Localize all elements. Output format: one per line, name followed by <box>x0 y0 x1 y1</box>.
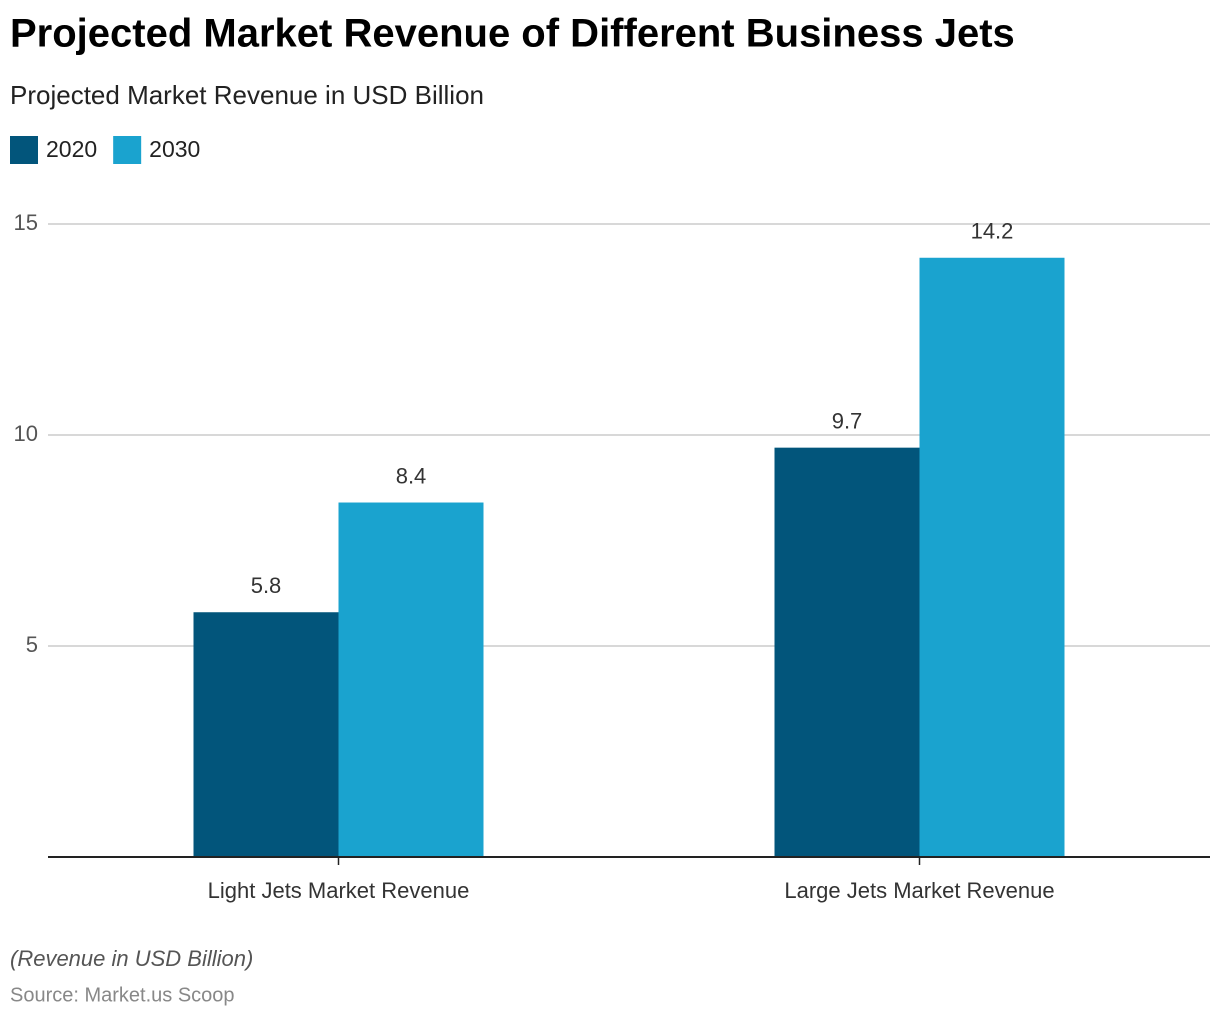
chart-subtitle: Projected Market Revenue in USD Billion <box>10 80 484 110</box>
note: (Revenue in USD Billion) <box>10 946 253 971</box>
y-tick-label: 15 <box>14 210 38 235</box>
source: Source: Market.us Scoop <box>10 984 235 1006</box>
bar <box>193 612 339 857</box>
bar <box>919 257 1065 857</box>
value-label: 14.2 <box>971 219 1014 244</box>
bar <box>774 447 920 857</box>
bar <box>338 502 484 857</box>
legend-label: 2030 <box>149 136 200 162</box>
y-tick-label: 10 <box>14 421 38 446</box>
value-label: 8.4 <box>396 463 427 488</box>
y-tick-label: 5 <box>26 632 38 657</box>
legend-swatch <box>113 136 142 164</box>
value-label: 5.8 <box>251 573 282 598</box>
legend-swatch <box>10 136 38 164</box>
x-tick-label: Large Jets Market Revenue <box>784 878 1054 903</box>
value-label: 9.7 <box>832 408 863 433</box>
legend-label: 2020 <box>46 136 97 162</box>
x-tick-label: Light Jets Market Revenue <box>208 878 470 903</box>
chart-title: Projected Market Revenue of Different Bu… <box>10 12 1015 56</box>
